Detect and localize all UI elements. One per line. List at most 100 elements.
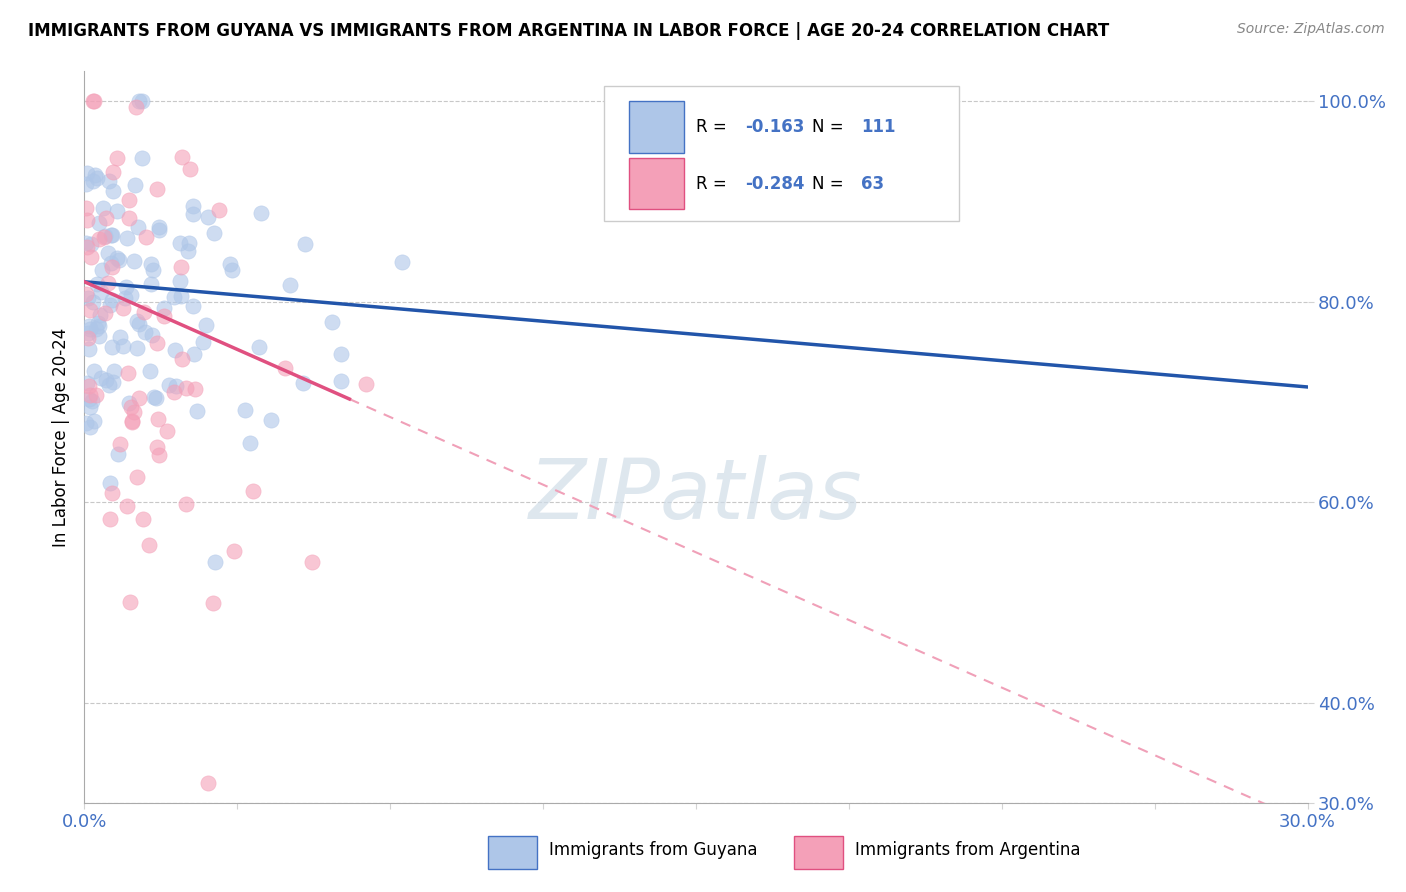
Point [110,330,132,344]
Point [97,174,120,188]
Point [118,211,141,225]
Point [112,339,135,353]
Point [142,390,165,404]
Point [148,223,170,237]
Point [87,328,110,343]
Point [131,152,153,166]
Point [170,289,193,303]
Point [75,416,97,430]
Point [76,331,98,345]
Point [100,486,122,500]
Point [80,236,103,251]
Point [79,400,101,414]
Point [75,286,97,301]
Point [90,263,112,277]
Point [135,230,157,244]
Point [125,100,148,114]
Point [103,364,125,378]
Point [208,202,231,217]
Point [76,376,98,391]
Point [98,511,121,525]
Point [118,395,141,409]
Point [179,235,201,250]
Point [219,258,242,272]
Point [98,475,121,490]
Point [249,205,271,219]
Text: -0.163: -0.163 [745,118,804,136]
Point [90,285,112,299]
Point [128,95,150,109]
Point [128,391,150,405]
Point [83,364,105,378]
Point [117,366,139,380]
Point [121,413,143,427]
Point [80,394,103,409]
Text: N =: N = [813,175,849,193]
Point [170,260,193,274]
Point [291,376,314,391]
Point [84,321,107,335]
Point [356,377,378,392]
Point [239,436,262,450]
Point [84,388,107,402]
Point [79,303,101,318]
Point [156,424,179,438]
Point [108,437,131,451]
Point [96,374,118,388]
Point [157,378,180,392]
Point [115,499,138,513]
Point [75,178,97,192]
Point [93,229,115,244]
Point [103,376,125,390]
Point [146,182,169,196]
Point [165,379,187,393]
FancyBboxPatch shape [628,102,683,153]
Point [76,291,98,305]
Point [169,274,191,288]
Point [76,213,98,227]
Point [321,315,343,329]
Point [124,253,146,268]
Point [89,232,111,246]
Point [278,278,301,293]
Point [141,328,163,343]
Point [83,414,105,428]
Text: 63: 63 [860,175,884,193]
Point [127,220,149,235]
Point [75,202,97,216]
Point [181,299,204,313]
Point [174,497,197,511]
Point [87,316,110,330]
Point [97,246,120,260]
Point [163,290,186,304]
Point [100,260,122,275]
FancyBboxPatch shape [628,158,683,210]
Text: ZIPatlas: ZIPatlas [529,455,863,536]
Point [76,166,98,180]
Text: Source: ZipAtlas.com: Source: ZipAtlas.com [1237,22,1385,37]
Point [82,95,104,109]
Point [181,199,204,213]
Point [134,325,156,339]
Point [107,447,129,461]
Point [148,219,170,234]
Point [93,202,115,216]
Point [100,340,122,354]
Point [105,251,128,265]
Point [94,306,117,320]
Point [86,170,108,185]
Point [141,277,163,292]
Text: 111: 111 [860,118,896,136]
Point [127,470,149,484]
Point [186,403,208,417]
Point [183,347,205,361]
Point [89,308,111,322]
Point [153,301,176,316]
Point [79,419,101,434]
Point [115,280,138,294]
Point [204,555,226,569]
Point [122,405,145,419]
Point [79,322,101,336]
Point [148,448,170,462]
Point [100,227,122,242]
